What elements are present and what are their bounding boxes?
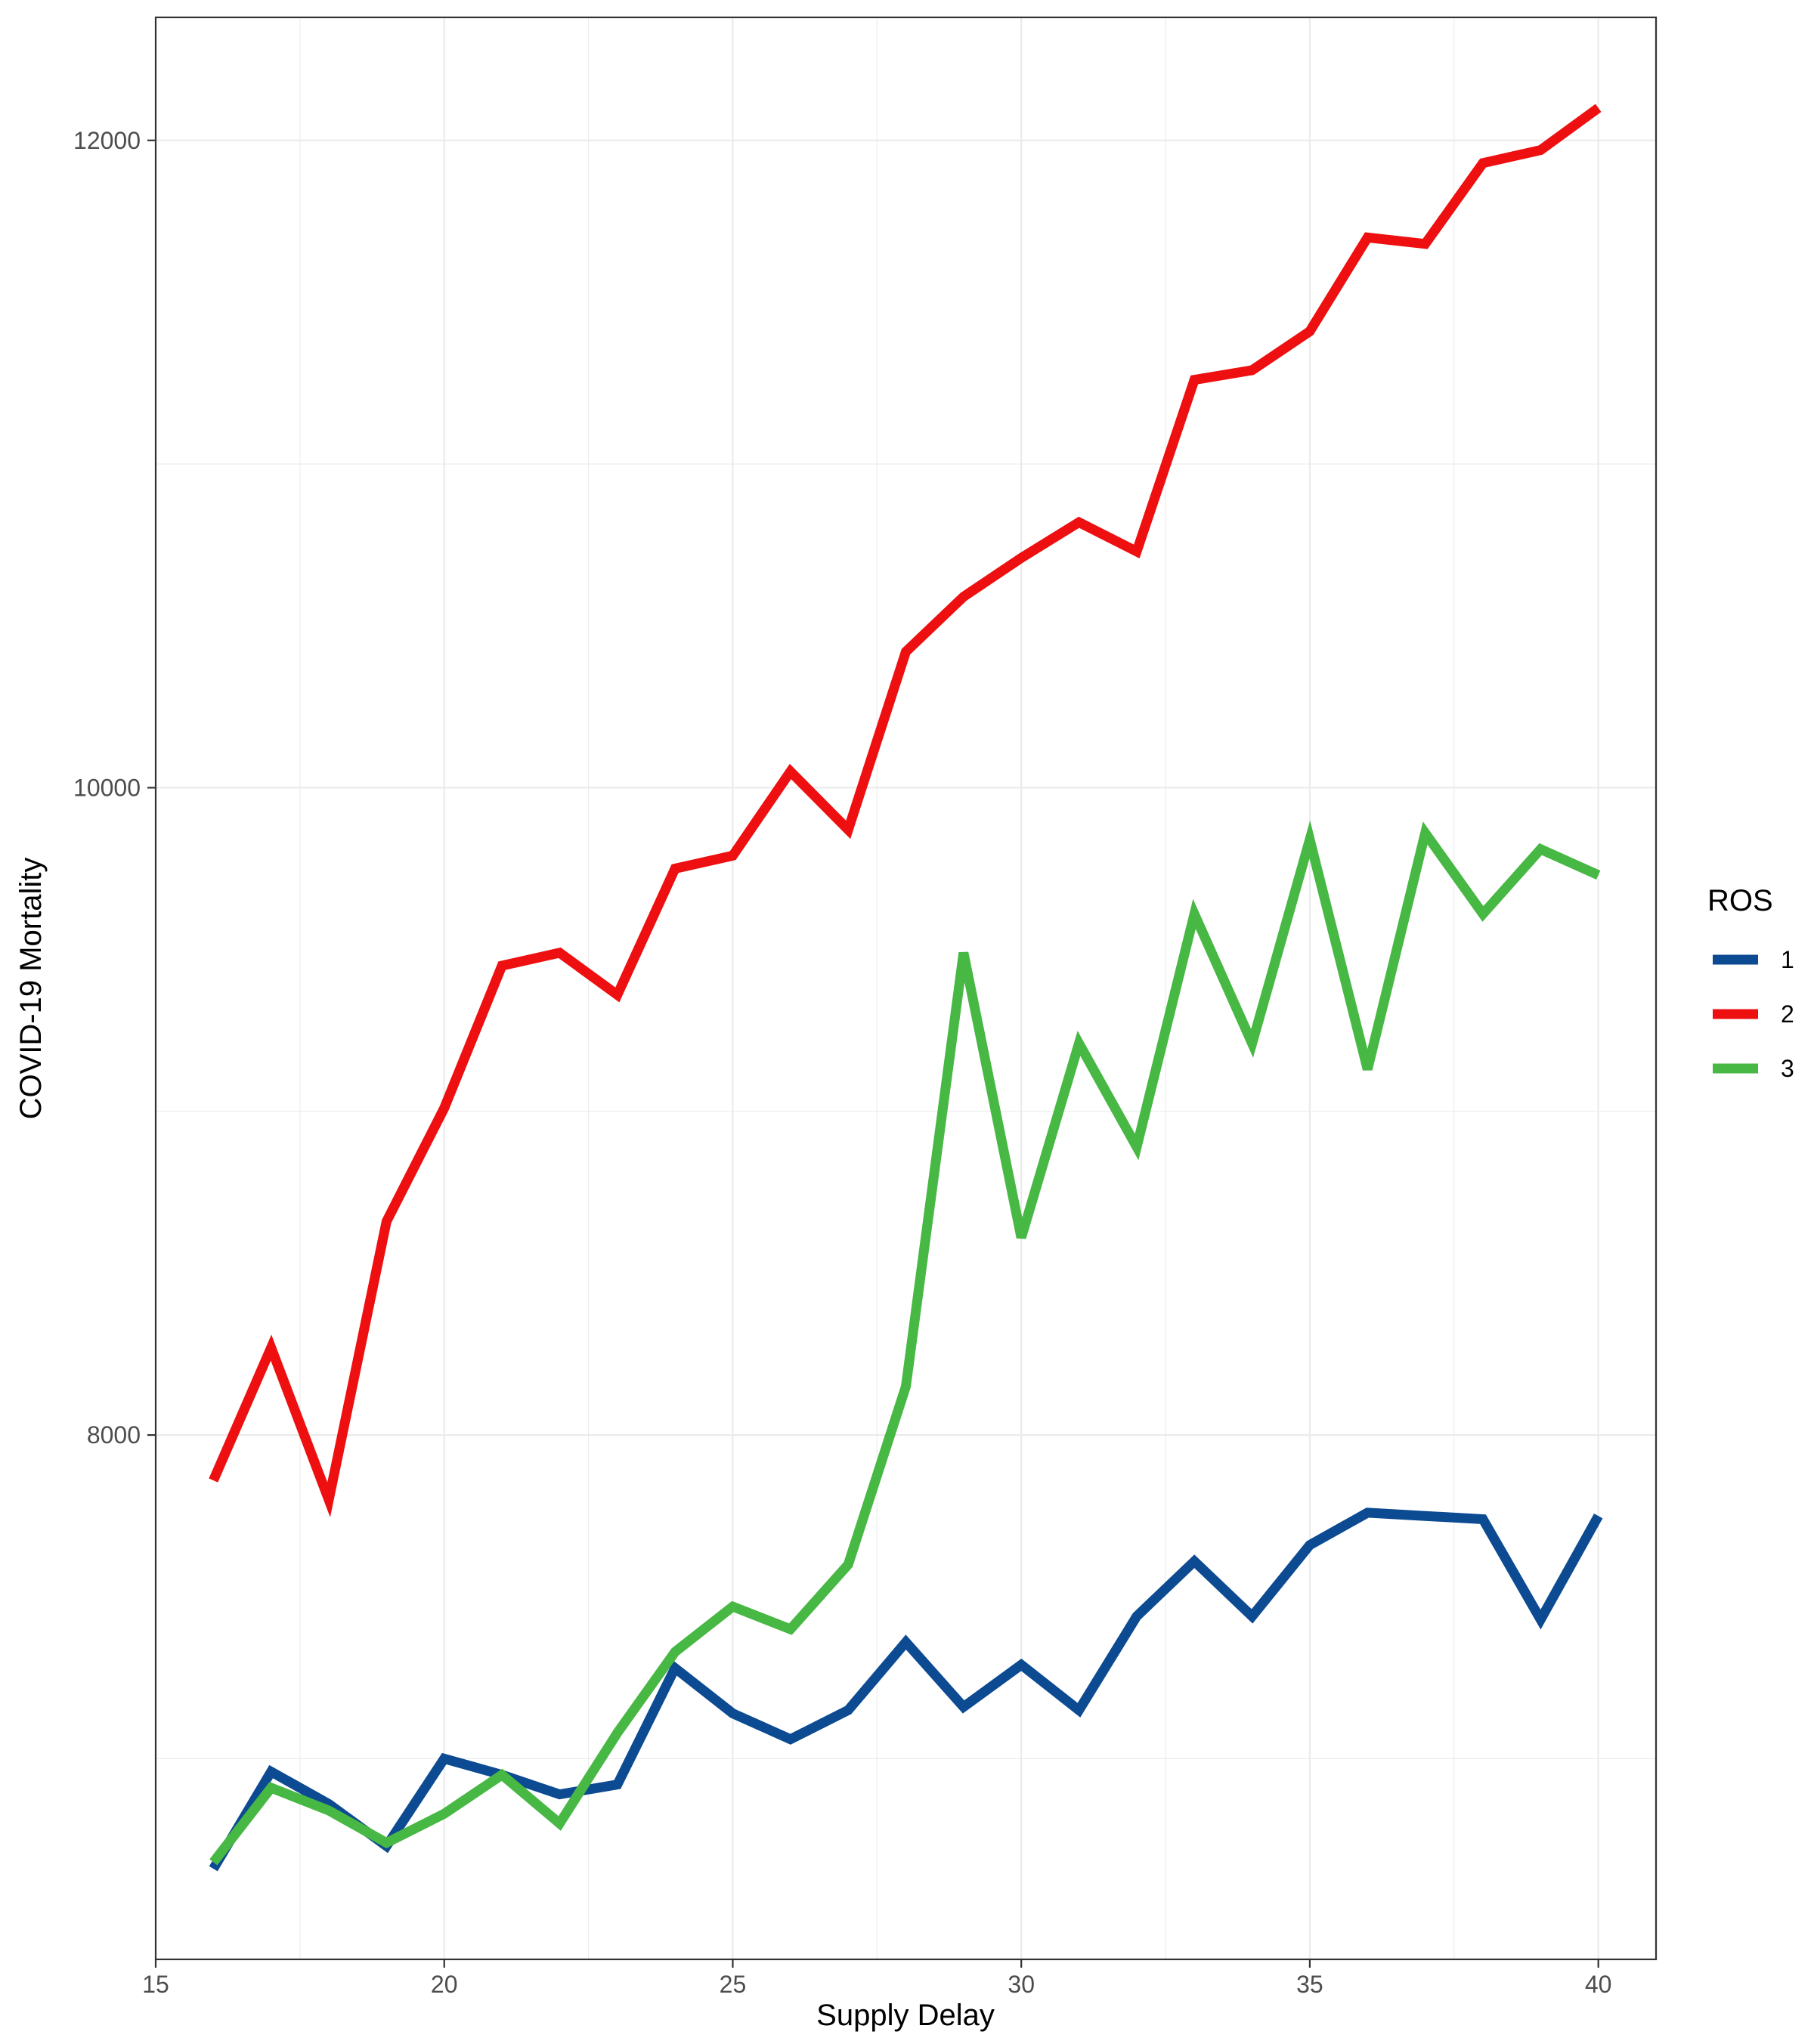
x-tick-label: 30 — [1008, 1971, 1035, 1998]
y-tick-label: 10000 — [73, 774, 141, 801]
y-axis-title: COVID-19 Mortality — [14, 858, 48, 1120]
legend-title: ROS — [1707, 884, 1773, 917]
x-tick-label: 20 — [431, 1971, 458, 1998]
y-tick-label: 8000 — [87, 1421, 141, 1449]
y-tick-label: 12000 — [73, 127, 141, 154]
series-line-3 — [209, 820, 1601, 1866]
legend-label-2: 2 — [1781, 1000, 1794, 1028]
axes: 15 20 25 30 35 40 8000 10000 12000 — [73, 127, 1611, 1998]
x-tick-label: 40 — [1585, 1971, 1612, 1998]
plot-panel-border — [154, 16, 1658, 1961]
x-tick-label: 35 — [1296, 1971, 1323, 1998]
x-tick-label: 15 — [142, 1971, 169, 1998]
x-tick-label: 25 — [720, 1971, 747, 1998]
series-line-2 — [209, 104, 1602, 1517]
series-lines — [209, 104, 1603, 1872]
legend-label-3: 3 — [1781, 1055, 1794, 1082]
series-line-1 — [209, 1507, 1603, 1872]
legend: ROS 1 2 3 — [1707, 884, 1794, 1082]
x-axis-title: Supply Delay — [816, 1999, 995, 2032]
grid-lines — [154, 17, 1656, 1959]
legend-label-1: 1 — [1781, 946, 1794, 973]
